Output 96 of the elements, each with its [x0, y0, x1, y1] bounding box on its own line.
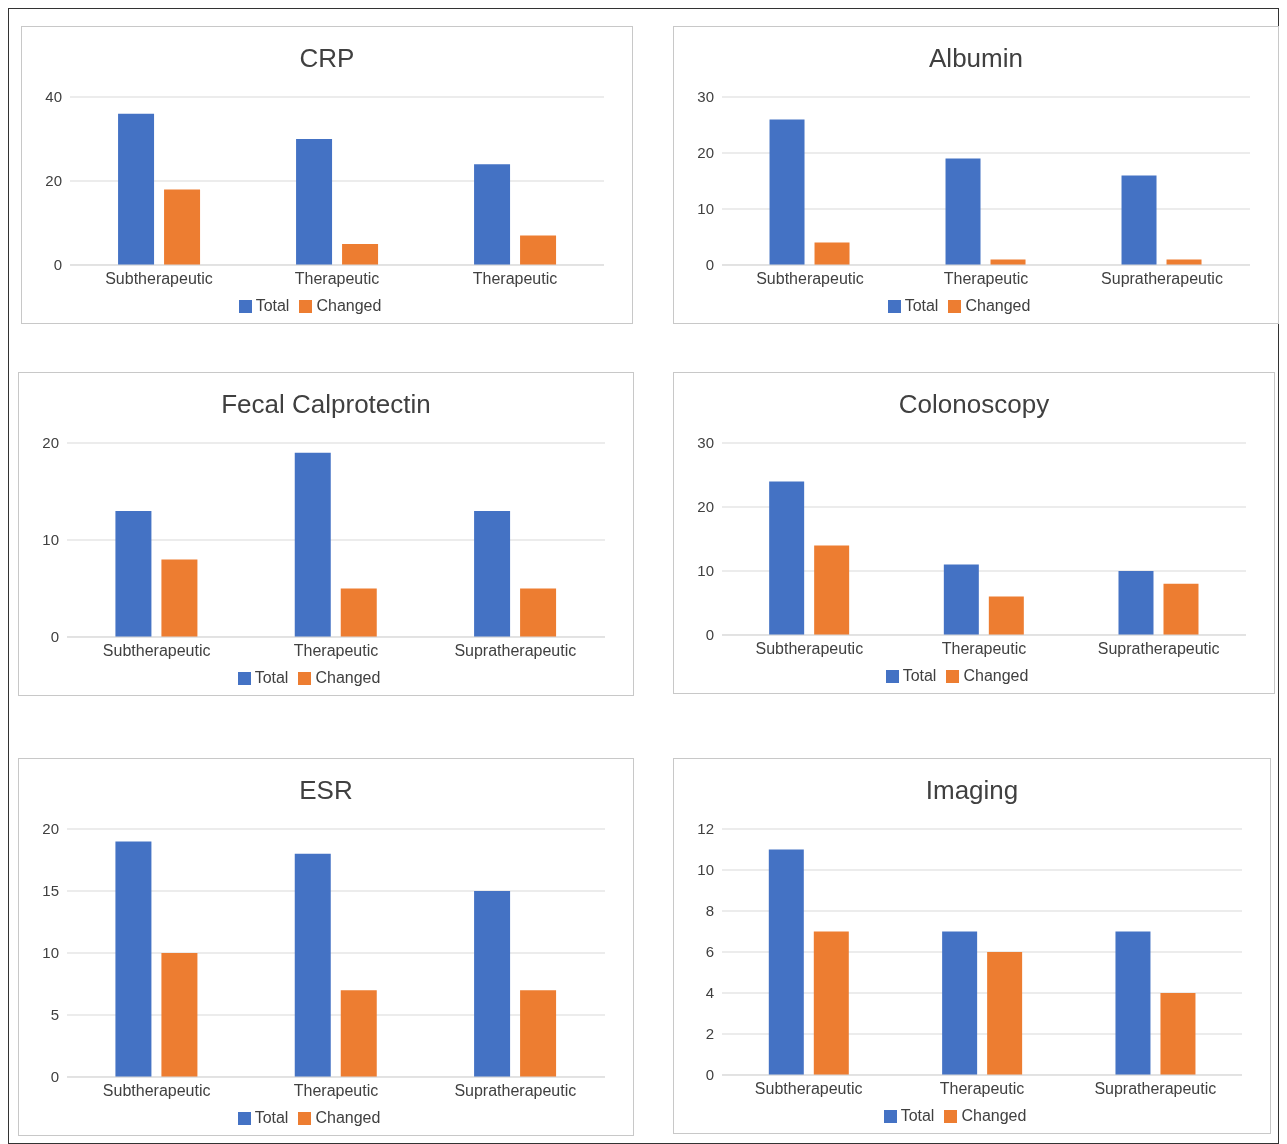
- bar: [1118, 571, 1154, 635]
- y-tick-label: 0: [50, 628, 59, 646]
- x-tick-label: Therapeutic: [939, 1080, 1025, 1098]
- legend-label: Changed: [963, 667, 1029, 684]
- y-tick-label: 20: [42, 820, 59, 838]
- bar: [520, 235, 557, 265]
- legend-label: Total: [902, 667, 937, 684]
- y-tick-label: 20: [697, 498, 714, 516]
- bar: [814, 545, 850, 635]
- chart-title: ESR: [298, 774, 354, 807]
- bar: [340, 990, 377, 1077]
- bar: [1115, 931, 1151, 1075]
- x-tick-label: Therapeutic: [293, 642, 379, 660]
- y-tick-label: 20: [45, 172, 62, 190]
- y-tick-label: 12: [697, 820, 714, 838]
- y-tick-label: 0: [705, 256, 714, 274]
- x-tick-label: Subtherapeutic: [755, 640, 864, 658]
- chart-title: Colonoscopy: [897, 388, 1051, 421]
- y-tick-label: 10: [697, 200, 714, 218]
- x-tick-label: Therapeutic: [293, 1082, 379, 1100]
- bar: [164, 189, 201, 265]
- bar: [474, 164, 511, 265]
- y-tick-label: 30: [697, 88, 714, 106]
- legend-label: Total: [900, 1107, 935, 1124]
- x-tick-label: Supratherapeutic: [454, 1082, 577, 1100]
- legend-label: Changed: [961, 1107, 1027, 1124]
- legend-label: Total: [255, 297, 290, 314]
- bar: [520, 588, 557, 637]
- bar: [118, 113, 155, 265]
- bar: [768, 849, 804, 1075]
- bar: [474, 510, 511, 637]
- x-tick-label: Therapeutic: [472, 270, 558, 288]
- x-tick-label: Therapeutic: [294, 270, 380, 288]
- x-tick-label: Subtherapeutic: [102, 1082, 211, 1100]
- y-tick-label: 5: [50, 1006, 59, 1024]
- legend-label: Changed: [316, 297, 382, 314]
- y-tick-label: 0: [705, 1066, 714, 1084]
- y-tick-label: 10: [697, 562, 714, 580]
- bar: [342, 244, 379, 265]
- x-tick-label: Supratherapeutic: [454, 642, 577, 660]
- bar: [161, 559, 198, 637]
- y-tick-label: 0: [50, 1068, 59, 1086]
- y-tick-label: 6: [705, 943, 714, 961]
- y-tick-label: 4: [705, 984, 714, 1002]
- y-tick-label: 0: [705, 626, 714, 644]
- x-tick-label: Supratherapeutic: [1097, 640, 1220, 658]
- bar: [340, 588, 377, 637]
- x-tick-label: Supratherapeutic: [1101, 270, 1223, 288]
- bar: [520, 990, 557, 1077]
- y-tick-label: 20: [697, 144, 714, 162]
- chart-title: CRP: [298, 42, 356, 75]
- bar: [294, 452, 331, 637]
- legend-label: Changed: [965, 297, 1031, 314]
- bar: [296, 139, 333, 265]
- bar: [942, 931, 978, 1075]
- x-tick-label: Therapeutic: [943, 270, 1029, 288]
- bar: [294, 853, 331, 1077]
- bar: [1163, 583, 1199, 635]
- x-tick-label: Therapeutic: [941, 640, 1027, 658]
- y-tick-label: 10: [42, 531, 59, 549]
- bar: [115, 841, 152, 1077]
- y-tick-label: 30: [697, 434, 714, 452]
- legend-label: Total: [904, 297, 939, 314]
- bar: [988, 596, 1024, 635]
- bar: [1160, 993, 1196, 1075]
- x-tick-label: Supratherapeutic: [1094, 1080, 1217, 1098]
- bar: [814, 242, 850, 265]
- bar: [474, 891, 511, 1077]
- y-tick-label: 10: [42, 944, 59, 962]
- bar: [769, 119, 805, 265]
- legend-label: Total: [254, 669, 289, 686]
- x-tick-label: Subtherapeutic: [756, 270, 864, 288]
- chart-title: Albumin: [928, 42, 1024, 75]
- legend-label: Total: [254, 1109, 289, 1126]
- chart-title: Imaging: [924, 774, 1020, 807]
- y-tick-label: 15: [42, 882, 59, 900]
- bar: [161, 953, 198, 1077]
- y-tick-label: 2: [705, 1025, 714, 1043]
- y-tick-label: 8: [705, 902, 714, 920]
- y-tick-label: 40: [45, 88, 62, 106]
- bar: [769, 481, 805, 635]
- x-tick-label: Subtherapeutic: [105, 270, 213, 288]
- chart-title: Fecal Calprotectin: [220, 388, 432, 421]
- y-tick-label: 20: [42, 434, 59, 452]
- bar: [987, 952, 1023, 1075]
- bar: [115, 510, 152, 637]
- legend-label: Changed: [315, 1109, 381, 1126]
- x-tick-label: Subtherapeutic: [754, 1080, 863, 1098]
- y-tick-label: 0: [53, 256, 62, 274]
- bar: [1121, 175, 1157, 265]
- y-tick-label: 10: [697, 861, 714, 879]
- x-tick-label: Subtherapeutic: [102, 642, 211, 660]
- bar: [943, 564, 979, 635]
- legend-label: Changed: [315, 669, 381, 686]
- bar: [945, 158, 981, 265]
- bar: [813, 931, 849, 1075]
